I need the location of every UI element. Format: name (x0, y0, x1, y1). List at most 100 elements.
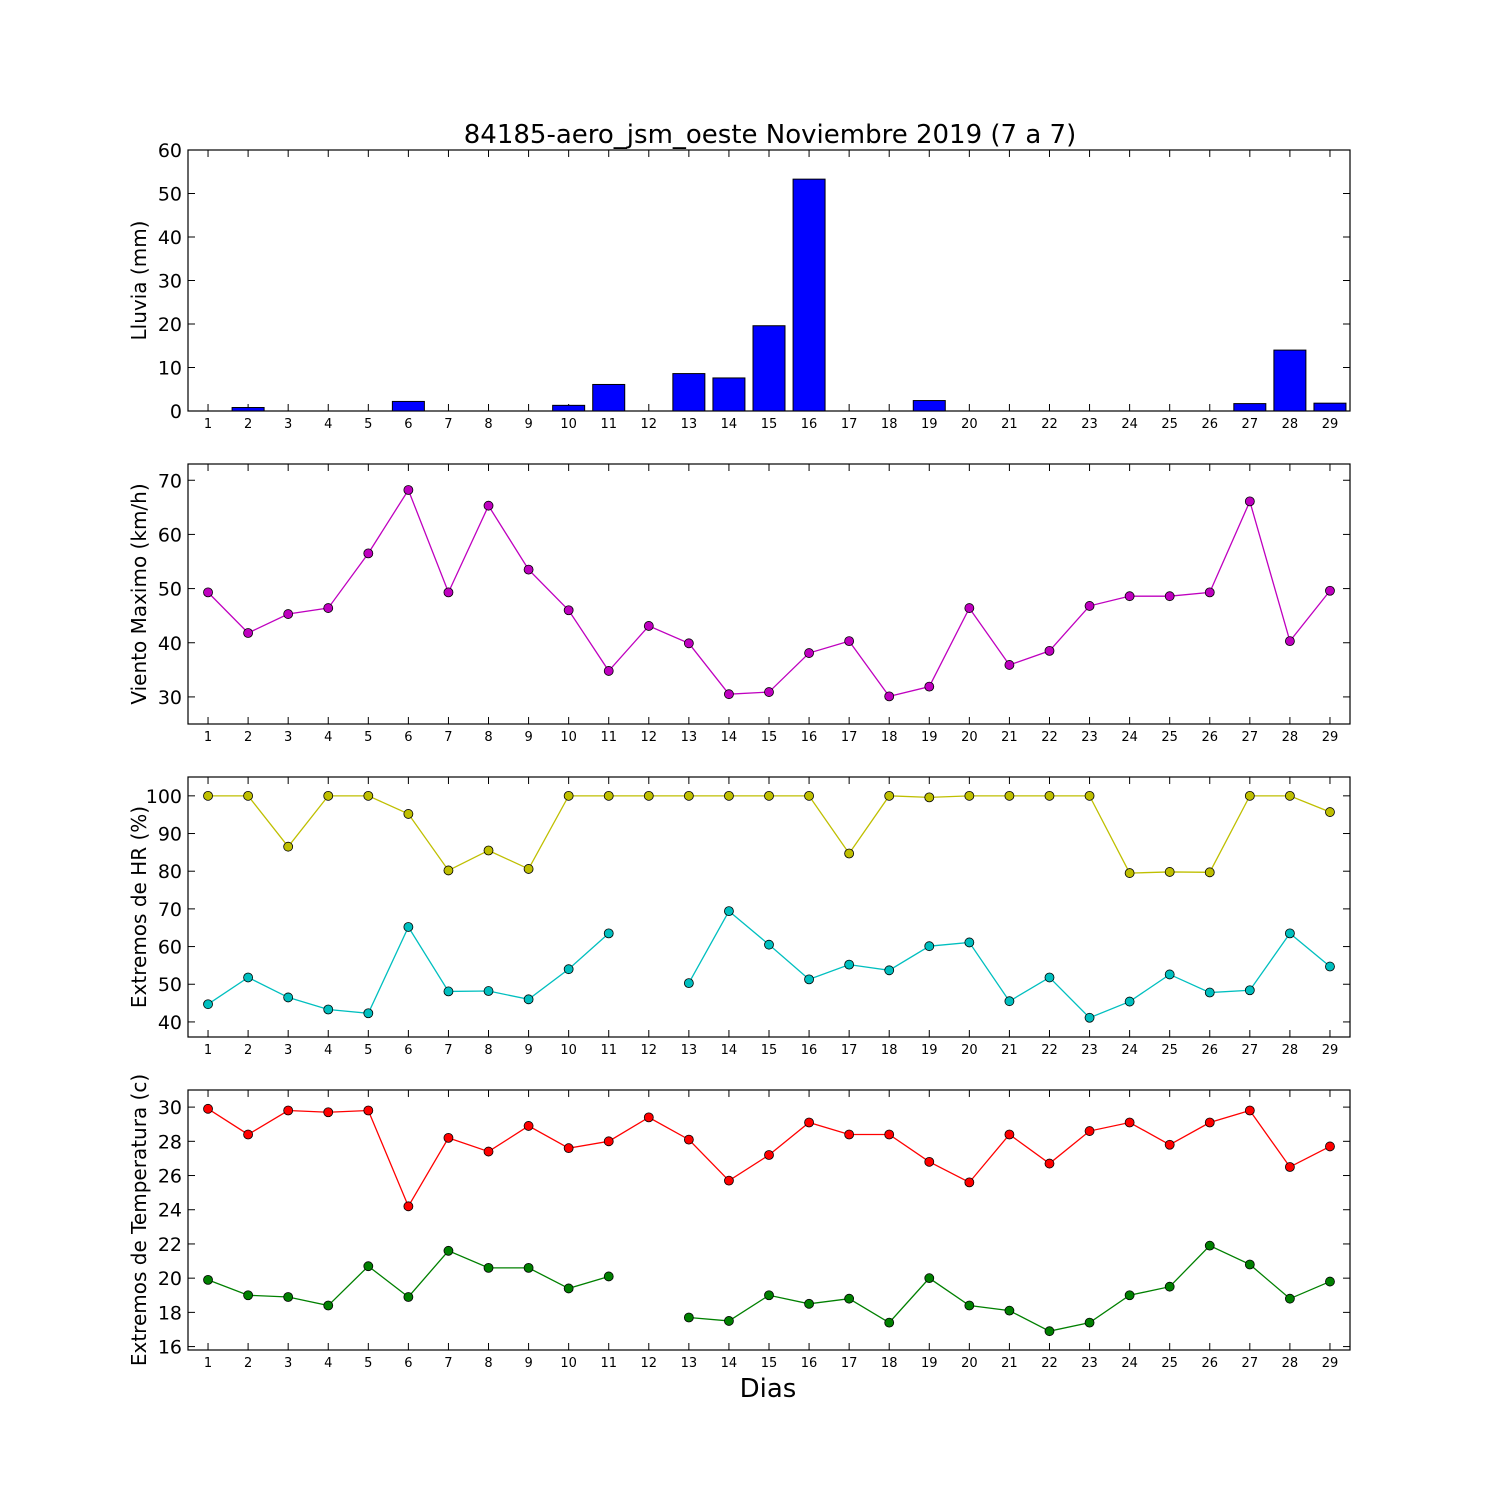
x-tick-label: 2 (244, 1356, 252, 1371)
data-point (844, 959, 855, 970)
data-point (1325, 961, 1335, 972)
data-point (603, 928, 614, 939)
x-tick-label: 8 (484, 1043, 492, 1058)
x-tick-label: 20 (961, 730, 978, 745)
data-point (443, 1132, 454, 1143)
data-point (523, 1121, 534, 1131)
data-point (1244, 985, 1255, 996)
x-tick-label: 13 (681, 730, 698, 745)
y-tick-label: 60 (158, 140, 182, 162)
data-point (403, 809, 414, 819)
x-tick-label: 7 (444, 1043, 452, 1058)
data-point (1004, 660, 1015, 670)
data-point (1204, 867, 1215, 878)
data-point (323, 1004, 334, 1015)
y-tick-label: 16 (158, 1337, 182, 1359)
y-tick-label: 60 (158, 524, 182, 546)
data-point (1044, 1326, 1055, 1337)
x-tick-label: 13 (681, 1043, 698, 1058)
y-tick-label: 50 (158, 579, 182, 601)
data-point (603, 790, 614, 801)
x-tick-label: 9 (524, 730, 532, 745)
x-tick-label: 22 (1041, 1043, 1058, 1058)
x-tick-label: 26 (1201, 730, 1218, 745)
data-point (924, 792, 935, 803)
bar (1273, 349, 1307, 412)
data-point (1004, 1129, 1015, 1140)
data-point (764, 790, 774, 801)
data-point (203, 587, 213, 598)
data-point (764, 1150, 774, 1160)
bar (672, 373, 706, 412)
data-point (844, 848, 855, 859)
data-point (683, 1134, 694, 1145)
data-point (1284, 790, 1295, 801)
x-tick-label: 5 (364, 1043, 372, 1058)
data-point (884, 1129, 895, 1140)
y-tick-label: 10 (158, 358, 182, 380)
x-tick-label: 11 (600, 730, 617, 745)
data-point (844, 1129, 855, 1140)
data-point (1325, 1276, 1335, 1287)
data-point (724, 689, 734, 700)
data-point (483, 1262, 494, 1273)
x-tick-label: 16 (801, 1356, 818, 1371)
data-point (1124, 1117, 1135, 1128)
bar (391, 400, 425, 412)
bar (912, 400, 946, 412)
y-tick-label: 50 (158, 184, 182, 206)
data-point (483, 986, 494, 996)
data-point (443, 587, 454, 598)
data-point (884, 965, 895, 976)
data-point (924, 681, 935, 692)
data-point (243, 628, 254, 638)
bar (792, 178, 826, 412)
x-tick-label: 28 (1282, 730, 1299, 745)
y-tick-label: 20 (158, 1268, 182, 1290)
x-tick-label: 12 (641, 417, 658, 432)
data-point (1044, 790, 1055, 801)
data-point (884, 691, 895, 702)
x-tick-label: 22 (1041, 417, 1058, 432)
y-tick-label: 40 (158, 227, 182, 249)
y-tick-label: 70 (158, 470, 182, 492)
data-point (563, 1283, 574, 1294)
x-tick-label: 26 (1201, 417, 1218, 432)
data-point (243, 1290, 254, 1301)
x-tick-label: 2 (244, 417, 252, 432)
data-point (1044, 1158, 1055, 1169)
x-tick-label: 9 (524, 417, 532, 432)
data-point (363, 1008, 374, 1019)
x-tick-label: 12 (641, 1043, 658, 1058)
x-tick-label: 7 (444, 1356, 452, 1371)
data-point (1284, 1293, 1295, 1304)
x-tick-label: 8 (484, 730, 492, 745)
data-point (283, 609, 294, 619)
x-tick-label: 11 (600, 1043, 617, 1058)
data-point (203, 999, 213, 1010)
data-point (1325, 807, 1335, 817)
y-tick-label: 22 (158, 1234, 182, 1256)
x-tick-label: 4 (324, 1356, 332, 1371)
data-point (804, 1298, 814, 1309)
x-tick-label: 29 (1322, 730, 1339, 745)
x-tick-label: 1 (204, 1356, 212, 1371)
data-point (1284, 1162, 1295, 1172)
x-tick-label: 29 (1322, 1356, 1339, 1371)
x-tick-label: 29 (1322, 417, 1339, 432)
x-tick-label: 10 (560, 730, 577, 745)
data-point (403, 485, 414, 495)
x-tick-label: 28 (1282, 1356, 1299, 1371)
x-tick-label: 25 (1161, 1356, 1178, 1371)
x-tick-label: 24 (1121, 1356, 1138, 1371)
bar (552, 404, 586, 412)
x-tick-label: 29 (1322, 1043, 1339, 1058)
data-point (1284, 928, 1295, 939)
data-point (643, 790, 654, 801)
data-point (523, 864, 534, 874)
data-point (1124, 1290, 1135, 1301)
x-tick-label: 1 (204, 1043, 212, 1058)
data-point (1204, 1240, 1215, 1251)
x-tick-label: 20 (961, 1043, 978, 1058)
